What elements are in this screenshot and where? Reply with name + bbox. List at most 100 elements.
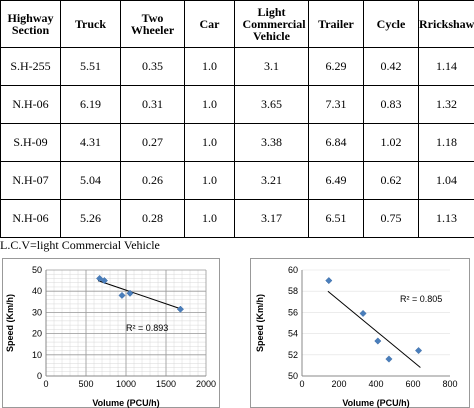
header-cell: Cycle	[363, 0, 419, 48]
x-tick-label: 800	[442, 379, 457, 389]
chart-border	[250, 258, 470, 408]
table-cell: 1.0	[184, 123, 235, 162]
data-point	[100, 277, 108, 285]
x-tick-label: 0	[299, 379, 304, 389]
chart-border	[2, 258, 220, 408]
table-cell: 1.18	[418, 123, 474, 162]
table-cell: N.H-06	[0, 199, 61, 238]
table-cell: 0.31	[120, 85, 185, 124]
table-cell: 3.1	[234, 47, 309, 86]
x-tick-label: 400	[368, 379, 383, 389]
table-cell: 0.62	[363, 161, 419, 200]
y-tick-label: 0	[37, 371, 42, 381]
y-tick-label: 50	[288, 371, 298, 381]
data-point	[118, 291, 126, 299]
table-cell: 0.27	[120, 123, 185, 162]
x-tick-label: 600	[405, 379, 420, 389]
table-cell: 0.42	[363, 47, 419, 86]
y-tick-label: 50	[32, 265, 42, 275]
table-cell: N.H-07	[0, 161, 61, 200]
header-cell: Rrickshaw	[418, 0, 474, 48]
table-cell: 3.21	[234, 161, 309, 200]
table-cell: 0.35	[120, 47, 185, 86]
table-cell: 6.29	[308, 47, 364, 86]
table-cell: 1.0	[184, 161, 235, 200]
x-tick-label: 0	[43, 379, 48, 389]
y-axis-label: Speed (Km/h)	[255, 294, 265, 352]
x-tick-label: 1500	[156, 379, 176, 389]
table-row: S.H-09 4.31 0.27 1.0 3.38 6.84 1.02 1.18	[0, 123, 474, 162]
data-point	[414, 347, 423, 355]
table-row: N.H-07 5.04 0.26 1.0 3.21 6.49 0.62 1.04	[0, 161, 474, 200]
pcu-table: Highway Section Truck Two Wheeler Car Li…	[0, 0, 474, 238]
table-footnote: L.C.V=light Commercial Vehicle	[0, 238, 160, 252]
table-cell: S.H-255	[0, 47, 61, 86]
table-cell: 6.19	[60, 85, 121, 124]
table-cell: 0.28	[120, 199, 185, 238]
table-cell: 1.13	[418, 199, 474, 238]
data-point	[96, 274, 104, 283]
trendline	[97, 280, 183, 310]
table-cell: 6.84	[308, 123, 364, 162]
table-cell: 4.31	[60, 123, 121, 162]
table-cell: 3.17	[234, 199, 309, 238]
table-cell: 5.04	[60, 161, 121, 200]
header-cell: Car	[184, 0, 235, 48]
table-cell: 1.0	[184, 199, 235, 238]
y-tick-label: 52	[288, 350, 298, 360]
r-squared-label: R² = 0.893	[126, 323, 168, 333]
y-tick-label: 56	[288, 307, 298, 317]
table-cell: N.H-06	[0, 85, 61, 124]
table-cell: 6.51	[308, 199, 364, 238]
table-cell: 1.32	[418, 85, 474, 124]
table-cell: 5.26	[60, 199, 121, 238]
y-tick-label: 10	[32, 350, 42, 360]
header-cell: Trailer	[308, 0, 364, 48]
table-cell: 1.0	[184, 85, 235, 124]
chart-right: 50 52 54 56 58 60 0 200 400 600 800 R² = 0.805 Speed…	[250, 258, 470, 408]
data-point	[325, 277, 333, 285]
header-cell: Light Commercial Vehicle	[234, 0, 309, 48]
table-cell: 6.49	[308, 161, 364, 200]
y-tick-label: 30	[32, 307, 42, 317]
table-cell: 1.04	[418, 161, 474, 200]
y-axis-label: Speed (Km/h)	[5, 294, 15, 352]
data-point	[176, 305, 184, 313]
x-tick-label: 2000	[196, 379, 216, 389]
table-cell: 0.26	[120, 161, 185, 200]
y-tick-label: 54	[288, 329, 298, 339]
y-tick-label: 40	[32, 286, 42, 296]
trendline	[327, 290, 421, 368]
r-squared-label: R² = 0.805	[400, 294, 442, 304]
data-point	[359, 309, 367, 318]
header-cell: Highway Section	[0, 0, 61, 48]
y-tick-label: 60	[288, 265, 298, 275]
x-tick-label: 500	[78, 379, 93, 389]
data-point	[385, 355, 393, 363]
data-point	[126, 289, 134, 297]
table-cell: 1.0	[184, 47, 235, 86]
table-row: N.H-06 6.19 0.31 1.0 3.65 7.31 0.83 1.32	[0, 85, 474, 124]
y-tick-label: 58	[288, 286, 298, 296]
table-cell: 1.14	[418, 47, 474, 86]
table-cell: S.H-09	[0, 123, 61, 162]
table-cell: 5.51	[60, 47, 121, 86]
x-axis-label: Volume (PCU/h)	[92, 398, 159, 408]
x-tick-label: 1000	[116, 379, 136, 389]
x-tick-label: 200	[331, 379, 346, 389]
y-tick-label: 20	[32, 329, 42, 339]
table-cell: 3.38	[234, 123, 309, 162]
table-cell: 0.75	[363, 199, 419, 238]
header-cell: Truck	[60, 0, 121, 48]
table-header-row: Highway Section Truck Two Wheeler Car Li…	[0, 0, 474, 48]
table-cell: 0.83	[363, 85, 419, 124]
table-cell: 7.31	[308, 85, 364, 124]
chart-left: 0 10 20 30 40 50 0 500 1000 1500 2000 R² = 0.893 Spe…	[2, 258, 220, 408]
table-row: S.H-255 5.51 0.35 1.0 3.1 6.29 0.42 1.14	[0, 47, 474, 86]
header-cell: Two Wheeler	[120, 0, 185, 48]
x-axis-label: Volume (PCU/h)	[342, 398, 409, 408]
table-row: N.H-06 5.26 0.28 1.0 3.17 6.51 0.75 1.13	[0, 199, 474, 238]
data-point	[374, 337, 382, 345]
